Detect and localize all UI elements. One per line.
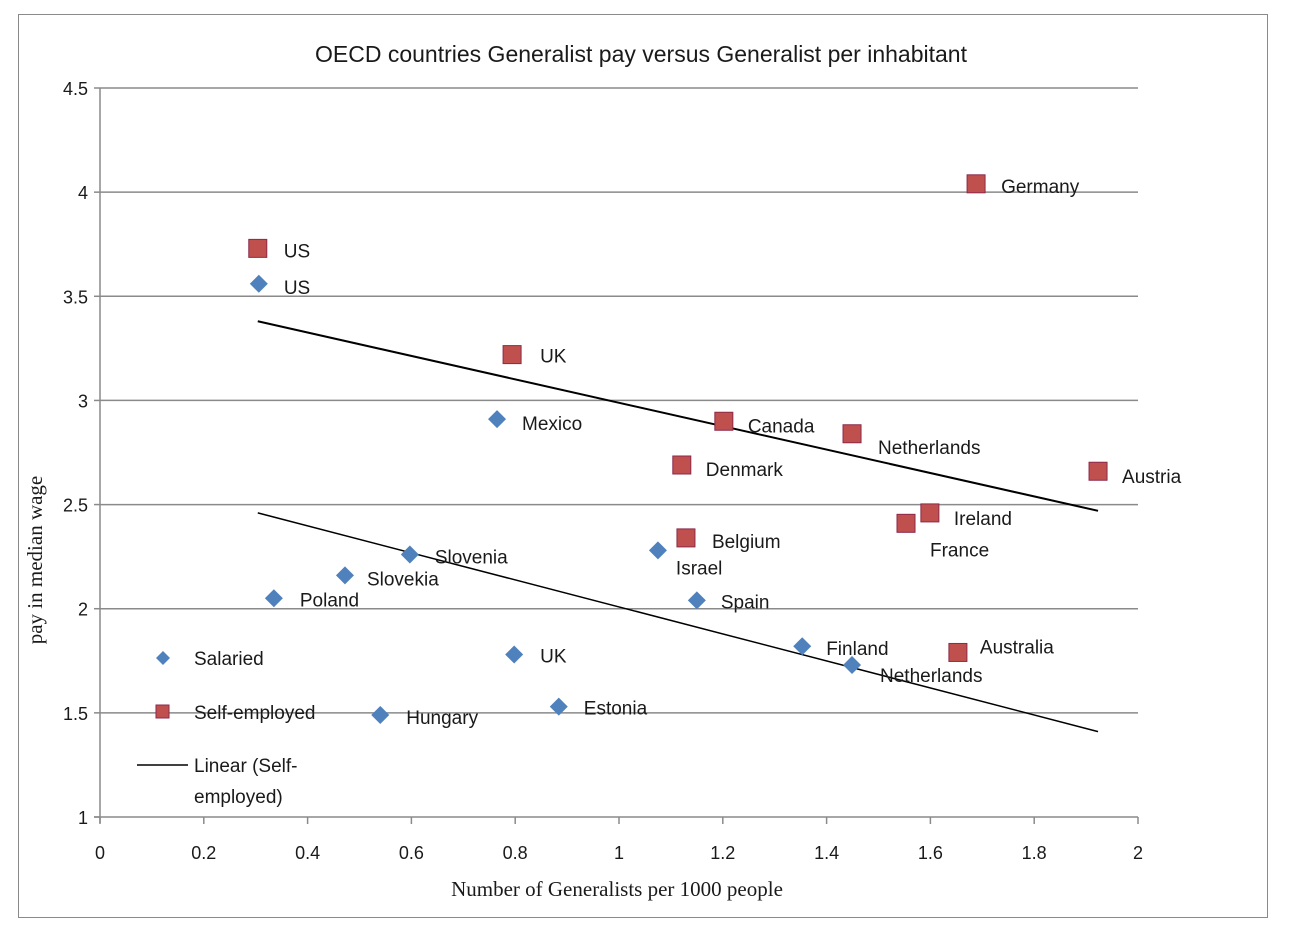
x-tick-label: 1.2	[710, 843, 735, 863]
y-tick-label: 3.5	[63, 287, 88, 307]
point-label: Poland	[300, 590, 359, 611]
self-employed-point	[948, 642, 968, 662]
y-tick-label: 2	[78, 600, 88, 620]
self-employed-point	[676, 528, 696, 548]
point-label: Netherlands	[880, 666, 982, 687]
point-label: Israel	[676, 558, 722, 579]
y-tick-label: 4.5	[63, 79, 88, 99]
salaried-point	[648, 541, 667, 560]
point-label: UK	[540, 347, 567, 368]
self-employed-point	[842, 424, 862, 444]
x-tick-label: 0.8	[503, 843, 528, 863]
salaried-point	[249, 274, 268, 293]
self-employed-point	[502, 345, 522, 365]
x-tick-label: 1.8	[1022, 843, 1047, 863]
legend-salaried-label: Salaried	[194, 649, 264, 670]
point-label: Hungary	[406, 708, 478, 729]
self-employed-point	[966, 174, 986, 194]
trendline	[257, 512, 1099, 733]
salaried-point	[371, 705, 390, 724]
self-employed-point	[714, 411, 734, 431]
y-tick-label: 2.5	[63, 496, 88, 516]
point-label: UK	[540, 647, 567, 668]
salaried-point	[687, 591, 706, 610]
point-label: Germany	[1001, 177, 1080, 198]
self-employed-point	[920, 503, 940, 523]
point-label: Spain	[721, 592, 770, 613]
x-tick-label: 1.4	[814, 843, 839, 863]
point-label: France	[930, 540, 989, 561]
point-label: US	[284, 241, 310, 262]
self-employed-point	[1088, 461, 1108, 481]
point-label: Mexico	[522, 414, 582, 435]
point-label: Canada	[748, 416, 815, 437]
y-tick-label: 1	[78, 808, 88, 828]
legend-self-employed-marker-icon	[155, 704, 170, 719]
point-label: Ireland	[954, 509, 1012, 530]
y-axis-label: pay in median wage	[23, 476, 47, 645]
salaried-point	[549, 697, 568, 716]
point-label: Australia	[980, 637, 1054, 658]
point-label: Estonia	[584, 699, 648, 720]
x-tick-label: 0.2	[191, 843, 216, 863]
self-employed-point	[896, 513, 916, 533]
x-tick-label: 0	[95, 843, 105, 863]
point-label: Netherlands	[878, 438, 980, 459]
chart-border	[18, 14, 1268, 918]
legend-salaried-marker-icon	[156, 651, 170, 665]
y-tick-label: 4	[78, 183, 88, 203]
chart-title: OECD countries Generalist pay versus Gen…	[315, 41, 968, 67]
x-tick-label: 0.4	[295, 843, 320, 863]
point-label: Denmark	[706, 460, 784, 481]
legend: Salaried Self-employed Linear (Self- emp…	[137, 649, 315, 808]
point-label: Finland	[826, 639, 888, 660]
trendline	[257, 320, 1099, 512]
salaried-point	[505, 645, 524, 664]
legend-trendline-label-line2: employed)	[194, 787, 283, 808]
salaried-point	[400, 545, 419, 564]
x-tick-label: 1.6	[918, 843, 943, 863]
salaried-point	[488, 410, 507, 429]
salaried-point	[335, 566, 354, 585]
y-tick-label: 3	[78, 391, 88, 411]
legend-self-employed-label: Self-employed	[194, 703, 315, 724]
self-employed-point	[248, 238, 268, 258]
point-label: Belgium	[712, 532, 781, 553]
salaried-point	[843, 655, 862, 674]
self-employed-point	[672, 455, 692, 475]
x-tick-label: 2	[1133, 843, 1143, 863]
point-label: Slovekia	[367, 569, 439, 590]
y-tick-label: 1.5	[63, 704, 88, 724]
point-label: US	[284, 278, 310, 299]
point-label: Austria	[1122, 467, 1182, 488]
legend-trendline-label-line1: Linear (Self-	[194, 756, 298, 777]
point-label: Slovenia	[435, 548, 508, 569]
x-tick-label: 0.6	[399, 843, 424, 863]
x-axis-label: Number of Generalists per 1000 people	[451, 877, 783, 901]
salaried-point	[264, 589, 283, 608]
x-tick-label: 1	[614, 843, 624, 863]
salaried-point	[793, 637, 812, 656]
